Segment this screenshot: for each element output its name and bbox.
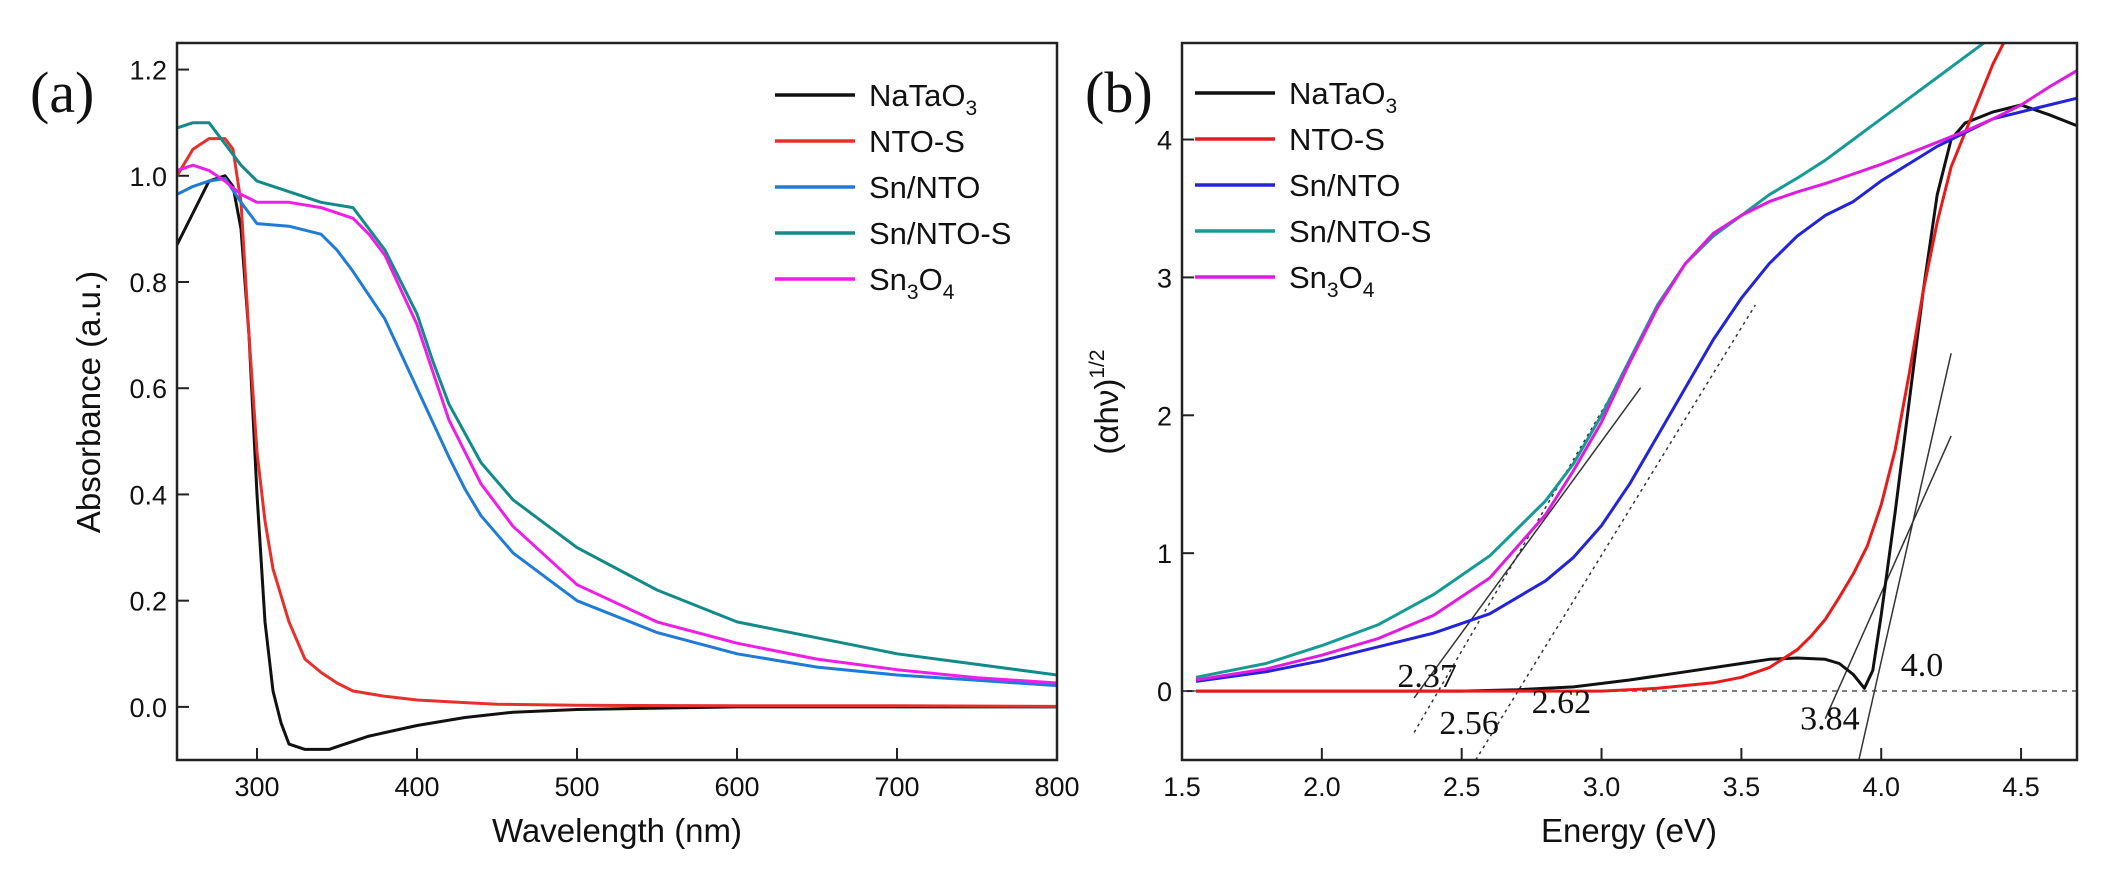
panel-b: (b) 1.5 2.0 2.5 3.0 3.5 4.0 4.5 0 1 2 3 4 Energy (e… bbox=[1085, 41, 2079, 849]
panel-a-label: (a) bbox=[30, 60, 94, 125]
legend-label: NaTaO3 bbox=[1289, 76, 1397, 118]
legend-label: Sn/NTO bbox=[869, 170, 980, 205]
panel-a-ylabel: Absorbance (a.u.) bbox=[70, 271, 107, 533]
x-tick-label: 3.0 bbox=[1583, 772, 1621, 802]
panel-b-frame bbox=[1180, 41, 2079, 762]
legend-label: Sn/NTO bbox=[1289, 168, 1400, 203]
panel-b-tangents bbox=[1182, 304, 2077, 760]
tangent-line bbox=[1824, 435, 1952, 719]
legend-label: Sn/NTO-S bbox=[869, 216, 1011, 251]
x-tick-label: 700 bbox=[874, 772, 919, 802]
x-tick-label: 2.0 bbox=[1303, 772, 1341, 802]
legend-label: Sn/NTO-S bbox=[1289, 214, 1431, 249]
legend-label: Sn3O4 bbox=[869, 262, 955, 304]
y-tick-label: 1.0 bbox=[129, 162, 167, 192]
y-tick-label: 2 bbox=[1157, 401, 1172, 431]
y-tick-label: 0.0 bbox=[129, 693, 167, 723]
y-tick-label: 0.4 bbox=[129, 480, 167, 510]
legend-label: NTO-S bbox=[1289, 122, 1385, 157]
tangent-line bbox=[1475, 304, 1756, 760]
panel-a-frame bbox=[175, 41, 1059, 762]
tangent-line bbox=[1858, 353, 1952, 760]
y-tick-label: 0 bbox=[1157, 677, 1172, 707]
annotation-bandgap: 2.62 bbox=[1532, 684, 1592, 721]
x-tick-label: 400 bbox=[394, 772, 439, 802]
annotation-bandgap: 3.84 bbox=[1800, 701, 1860, 738]
x-tick-label: 600 bbox=[714, 772, 759, 802]
series-line-natao3 bbox=[177, 174, 1057, 751]
series-line-nto-s bbox=[177, 137, 1057, 708]
panel-b-annotations: 2.37 2.56 2.62 3.84 4.0 bbox=[1397, 647, 1943, 742]
series-line-sn-nto bbox=[177, 176, 1057, 688]
tangent-line bbox=[1413, 387, 1642, 699]
panel-a: (a) 300 400 500 600 700 800 0.0 0.2 0.4 0.6 0.8 1.0… bbox=[30, 41, 1080, 849]
y-tick-label: 3 bbox=[1157, 263, 1172, 293]
legend-label: Sn3O4 bbox=[1289, 260, 1375, 302]
panel-b-label: (b) bbox=[1085, 60, 1153, 125]
x-tick-label: 500 bbox=[554, 772, 599, 802]
x-tick-label: 4.0 bbox=[1862, 772, 1900, 802]
x-tick-label: 1.5 bbox=[1163, 772, 1201, 802]
panel-b-ylabel-sup: 1/2 bbox=[1086, 349, 1109, 378]
panel-b-legend: NaTaO3 NTO-S Sn/NTO Sn/NTO-S Sn3O4 bbox=[1195, 76, 1431, 302]
series-line-sn3 bbox=[177, 163, 1057, 685]
x-tick-label: 300 bbox=[234, 772, 279, 802]
panel-a-ticks: 300 400 500 600 700 800 0.0 0.2 0.4 0.6 0.8 1.0 1.2 bbox=[129, 56, 1079, 802]
annotation-bandgap: 4.0 bbox=[1901, 647, 1944, 684]
panel-b-xlabel: Energy (eV) bbox=[1541, 812, 1717, 849]
y-tick-label: 1 bbox=[1157, 539, 1172, 569]
panel-a-legend: NaTaO3 NTO-S Sn/NTO Sn/NTO-S Sn3O4 bbox=[775, 78, 1011, 304]
panel-b-ticks: 1.5 2.0 2.5 3.0 3.5 4.0 4.5 0 1 2 3 4 bbox=[1157, 126, 2040, 802]
panel-b-ylabel-main: (αhν) bbox=[1088, 379, 1125, 455]
legend-label: NaTaO3 bbox=[869, 78, 977, 120]
series-line-sn-nto bbox=[1195, 96, 2077, 683]
y-tick-label: 0.6 bbox=[129, 374, 167, 404]
y-tick-label: 1.2 bbox=[129, 56, 167, 86]
x-tick-label: 2.5 bbox=[1443, 772, 1481, 802]
x-tick-label: 3.5 bbox=[1723, 772, 1761, 802]
y-tick-label: 0.8 bbox=[129, 268, 167, 298]
x-tick-label: 4.5 bbox=[2002, 772, 2040, 802]
panel-b-ylabel: (αhν)1/2 bbox=[1086, 349, 1125, 454]
series-line-sn-nto-s bbox=[177, 121, 1057, 677]
series-line-natao3 bbox=[1196, 103, 2077, 693]
legend-label: NTO-S bbox=[869, 124, 965, 159]
panel-a-series bbox=[177, 121, 1057, 751]
series-line-sn3 bbox=[1195, 69, 2077, 682]
panel-a-xlabel: Wavelength (nm) bbox=[492, 812, 742, 849]
y-tick-label: 0.2 bbox=[129, 587, 167, 617]
x-tick-label: 800 bbox=[1034, 772, 1079, 802]
y-tick-label: 4 bbox=[1157, 126, 1172, 156]
annotation-bandgap: 2.56 bbox=[1439, 705, 1499, 742]
series-line-nto-s bbox=[1196, 43, 2006, 693]
annotation-bandgap: 2.37 bbox=[1397, 658, 1457, 695]
panel-b-series bbox=[1195, 43, 2077, 693]
